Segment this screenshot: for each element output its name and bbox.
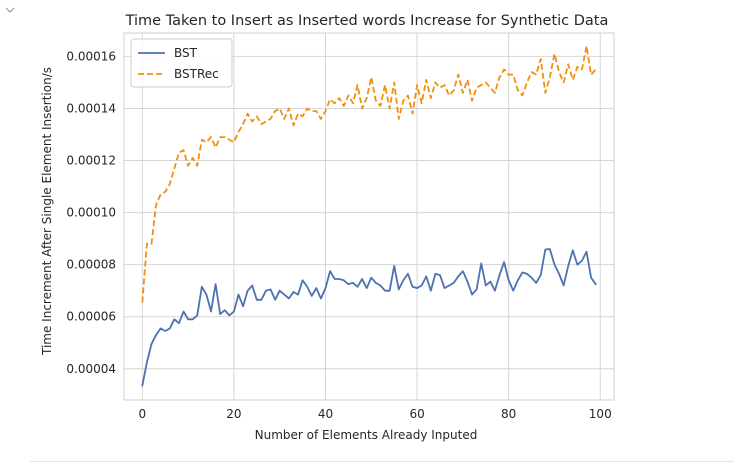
x-tick-label: 20 <box>226 407 241 421</box>
y-tick-label: 0.00014 <box>66 101 116 115</box>
y-tick-label: 0.00016 <box>66 49 116 63</box>
y-tick-label: 0.00006 <box>66 310 116 324</box>
grid <box>124 33 614 400</box>
legend-box <box>130 38 233 88</box>
x-tick-label: 40 <box>318 407 333 421</box>
y-tick-label: 0.00010 <box>66 206 116 220</box>
cell-divider <box>30 461 734 462</box>
y-tick-label: 0.00008 <box>66 258 116 272</box>
y-axis-label: Time Increment After Single Element Inse… <box>40 67 54 356</box>
plot-frame <box>123 32 615 401</box>
y-tick-label: 0.00012 <box>66 154 116 168</box>
series-line-bstrec <box>141 45 597 303</box>
legend-label-bst: BST <box>174 46 198 60</box>
ticks: 0 20 40 60 80 100 0.00004 0.00006 0.00008 0.00010… <box>66 49 611 421</box>
x-tick-label: 60 <box>409 407 424 421</box>
legend-label-bstrec: BSTRec <box>174 67 219 81</box>
x-tick-label: 0 <box>138 407 146 421</box>
chart-title: Time Taken to Insert as Inserted words I… <box>125 13 609 29</box>
x-axis-label: Number of Elements Already Inputed <box>255 428 478 442</box>
x-tick-label: 100 <box>589 407 612 421</box>
x-tick-label: 80 <box>501 407 516 421</box>
y-tick-label: 0.00004 <box>66 362 116 376</box>
series <box>141 45 597 387</box>
chevron-down-icon[interactable] <box>3 2 17 16</box>
series-line-bst <box>141 248 597 387</box>
legend: BST BSTRec <box>130 38 233 88</box>
